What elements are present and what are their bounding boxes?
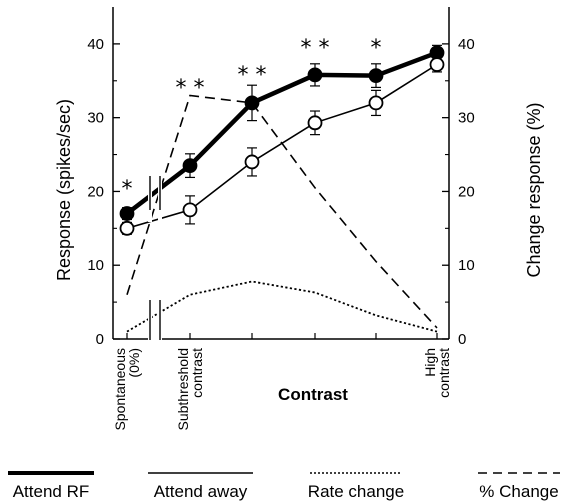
legend-item-attend-away: Attend away bbox=[148, 472, 253, 501]
data-point bbox=[368, 68, 384, 84]
legend-item-attend-rf: Attend RF bbox=[8, 471, 94, 501]
series-line bbox=[126, 63, 438, 230]
x-category-line: Spontaneous bbox=[112, 348, 128, 431]
axes: 0 10 20 30 40 0 10 20 30 40 bbox=[87, 36, 474, 348]
series-attend-away bbox=[119, 56, 445, 236]
data-point bbox=[429, 57, 445, 72]
x-category-line: contrast bbox=[189, 348, 205, 398]
data-point bbox=[182, 158, 198, 174]
significance-star: * * bbox=[301, 36, 330, 61]
x-axis-label: Contrast bbox=[278, 385, 348, 404]
data-point bbox=[119, 206, 135, 221]
legend-label: Attend away bbox=[154, 482, 248, 501]
x-category-line: contrast bbox=[436, 348, 452, 398]
significance-star: * * bbox=[238, 63, 267, 88]
series-rate-change bbox=[126, 280, 438, 333]
y-tick-label-left: 40 bbox=[87, 36, 104, 53]
legend: Attend RF Attend away Rate change % Change bbox=[8, 471, 560, 501]
legend-label: Rate change bbox=[308, 482, 404, 501]
significance-star: * * bbox=[176, 76, 205, 101]
data-point bbox=[244, 95, 260, 111]
data-point bbox=[119, 220, 135, 236]
series-layer bbox=[119, 44, 445, 333]
y-axis-left-label: Response (spikes/sec) bbox=[54, 99, 74, 281]
y-tick-label-right: 40 bbox=[458, 36, 475, 53]
y-tick-label-right: 30 bbox=[458, 110, 475, 127]
significance-star: * bbox=[122, 177, 133, 202]
series--change bbox=[126, 94, 438, 329]
y-tick-label-left: 10 bbox=[87, 257, 104, 274]
series-attend-rf bbox=[119, 44, 445, 221]
legend-label: % Change bbox=[479, 482, 558, 501]
series-line bbox=[125, 50, 438, 216]
series-line bbox=[126, 280, 438, 333]
data-point bbox=[368, 95, 384, 111]
data-point bbox=[182, 202, 198, 218]
plot-frame bbox=[112, 7, 450, 340]
x-axis-break-gap bbox=[151, 337, 159, 341]
y-tick-label-left: 0 bbox=[96, 331, 104, 348]
x-category-line: Subthreshold bbox=[175, 348, 191, 431]
y-axis-right-label: Change response (%) bbox=[524, 102, 544, 277]
y-tick-label-right: 20 bbox=[458, 183, 475, 200]
data-point bbox=[307, 115, 323, 131]
data-point bbox=[307, 67, 323, 83]
legend-label: Attend RF bbox=[13, 482, 90, 501]
x-category-line: High bbox=[422, 348, 438, 377]
significance-markers: * * * * * * * * bbox=[122, 36, 382, 202]
series-line bbox=[126, 94, 438, 329]
legend-item-rate-change: Rate change bbox=[308, 472, 404, 501]
x-category-label: Spontaneous(0%) bbox=[112, 348, 142, 431]
y-tick-label-left: 20 bbox=[87, 183, 104, 200]
x-category-line: (0%) bbox=[126, 348, 142, 378]
y-tick-label-left: 30 bbox=[87, 110, 104, 127]
legend-item--change: % Change bbox=[478, 472, 560, 501]
axis-break bbox=[148, 162, 162, 341]
y-tick-label-right: 10 bbox=[458, 257, 475, 274]
y-tick-label-right: 0 bbox=[458, 331, 466, 348]
significance-star: * bbox=[371, 36, 382, 61]
data-point bbox=[244, 154, 260, 170]
